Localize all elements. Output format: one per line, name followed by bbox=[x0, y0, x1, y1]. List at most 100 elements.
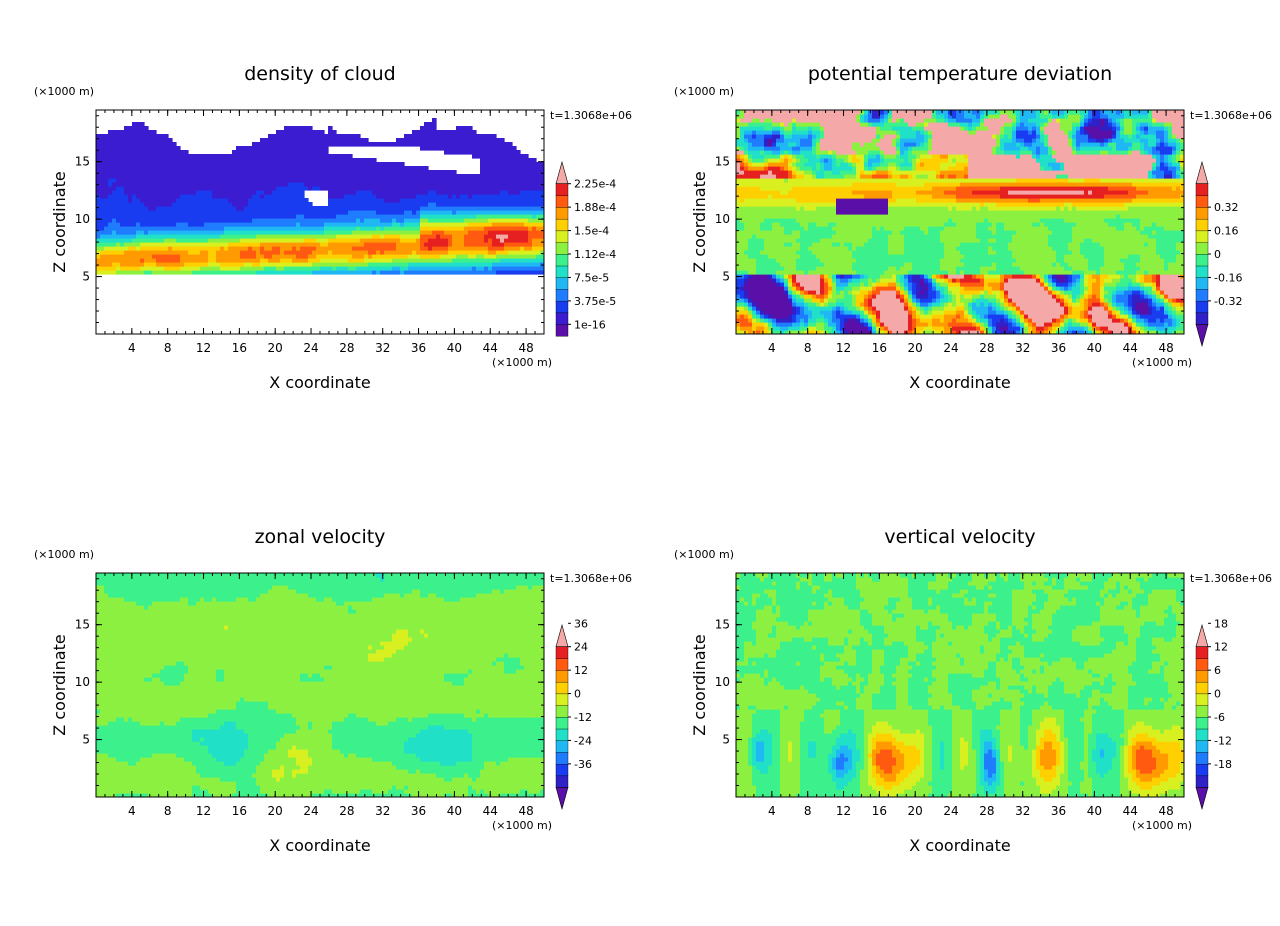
heatmap-cell bbox=[368, 266, 373, 271]
heatmap-cell bbox=[540, 214, 544, 219]
heatmap-cell bbox=[260, 226, 265, 231]
heatmap-cell bbox=[96, 218, 101, 223]
heatmap-cell bbox=[180, 242, 185, 247]
heatmap-cell bbox=[440, 130, 445, 135]
heatmap-cell bbox=[492, 174, 497, 179]
heatmap-cell bbox=[496, 218, 501, 223]
heatmap-cell bbox=[300, 206, 305, 211]
heatmap-cell bbox=[788, 134, 793, 139]
heatmap-cell bbox=[376, 234, 381, 239]
heatmap-cell bbox=[268, 154, 273, 159]
heatmap-cell bbox=[372, 234, 377, 239]
heatmap-cell bbox=[796, 194, 801, 199]
heatmap-cell bbox=[276, 138, 281, 143]
heatmap-cell bbox=[748, 190, 753, 195]
heatmap-cell bbox=[744, 282, 749, 287]
heatmap-cell bbox=[348, 234, 353, 239]
heatmap-cell bbox=[764, 110, 769, 115]
heatmap-cell bbox=[100, 202, 105, 207]
heatmap-cell bbox=[380, 166, 385, 171]
heatmap-cell bbox=[128, 146, 133, 151]
heatmap-cell bbox=[432, 122, 437, 127]
heatmap-cell bbox=[188, 202, 193, 207]
heatmap-cell bbox=[756, 194, 761, 199]
heatmap-cell bbox=[156, 194, 161, 199]
heatmap-cell bbox=[764, 322, 769, 327]
heatmap-cell bbox=[136, 258, 141, 263]
heatmap-cell bbox=[324, 146, 329, 151]
heatmap-cell bbox=[304, 182, 309, 187]
heatmap-cell bbox=[256, 250, 261, 255]
heatmap-cell bbox=[164, 186, 169, 191]
heatmap-cell bbox=[356, 210, 361, 215]
heatmap-cell bbox=[296, 218, 301, 223]
heatmap-cell bbox=[276, 146, 281, 151]
heatmap-cell bbox=[524, 238, 529, 243]
heatmap-cell bbox=[248, 226, 253, 231]
heatmap-cell bbox=[368, 162, 373, 167]
heatmap-cell bbox=[196, 202, 201, 207]
heatmap-cell bbox=[308, 134, 313, 139]
heatmap-cell bbox=[784, 166, 789, 171]
heatmap-cell bbox=[436, 218, 441, 223]
heatmap-cell bbox=[464, 174, 469, 179]
heatmap-cell bbox=[788, 158, 793, 163]
heatmap-cell bbox=[120, 226, 125, 231]
heatmap-cell bbox=[148, 186, 153, 191]
heatmap-cell bbox=[344, 214, 349, 219]
heatmap-cell bbox=[208, 202, 213, 207]
heatmap-cell bbox=[524, 242, 529, 247]
heatmap-cell bbox=[772, 234, 777, 239]
heatmap-cell bbox=[200, 182, 205, 187]
heatmap-cell bbox=[240, 262, 245, 267]
heatmap-cell bbox=[272, 210, 277, 215]
heatmap-cell bbox=[284, 250, 289, 255]
heatmap-cell bbox=[440, 270, 445, 275]
heatmap-cell bbox=[176, 234, 181, 239]
heatmap-cell bbox=[460, 242, 465, 247]
heatmap-cell bbox=[388, 266, 393, 271]
heatmap-cell bbox=[128, 250, 133, 255]
heatmap-cell bbox=[144, 258, 149, 263]
heatmap-cell bbox=[444, 174, 449, 179]
heatmap-cell bbox=[432, 214, 437, 219]
heatmap-cell bbox=[796, 186, 801, 191]
heatmap-cell bbox=[100, 186, 105, 191]
heatmap-cell bbox=[240, 238, 245, 243]
heatmap-cell bbox=[752, 190, 757, 195]
heatmap-cell bbox=[256, 202, 261, 207]
heatmap-cell bbox=[796, 298, 801, 303]
heatmap-cell bbox=[104, 170, 109, 175]
heatmap-cell bbox=[776, 298, 781, 303]
heatmap-cell bbox=[396, 262, 401, 267]
heatmap-cell bbox=[504, 258, 509, 263]
heatmap-cell bbox=[360, 262, 365, 267]
heatmap-cell bbox=[504, 202, 509, 207]
heatmap-cell bbox=[768, 310, 773, 315]
heatmap-cell bbox=[120, 234, 125, 239]
heatmap-cell bbox=[504, 214, 509, 219]
heatmap-cell bbox=[212, 226, 217, 231]
heatmap-cell bbox=[784, 154, 789, 159]
heatmap-cell bbox=[328, 258, 333, 263]
heatmap-cell bbox=[444, 206, 449, 211]
heatmap-cell bbox=[216, 226, 221, 231]
heatmap-cell bbox=[452, 146, 457, 151]
heatmap-cell bbox=[792, 150, 797, 155]
heatmap-cell bbox=[800, 226, 805, 231]
heatmap-cell bbox=[164, 254, 169, 259]
heatmap-cell bbox=[112, 258, 117, 263]
heatmap-cell bbox=[316, 170, 321, 175]
heatmap-cell bbox=[180, 186, 185, 191]
heatmap-cell bbox=[780, 294, 785, 299]
heatmap-cell bbox=[300, 166, 305, 171]
heatmap-cell bbox=[492, 222, 497, 227]
heatmap-cell bbox=[124, 138, 129, 143]
heatmap-cell bbox=[136, 158, 141, 163]
heatmap-cell bbox=[224, 242, 229, 247]
heatmap-cell bbox=[788, 258, 793, 263]
heatmap-cell bbox=[264, 182, 269, 187]
heatmap-cell bbox=[748, 138, 753, 143]
heatmap-cell bbox=[424, 214, 429, 219]
heatmap-cell bbox=[472, 218, 477, 223]
